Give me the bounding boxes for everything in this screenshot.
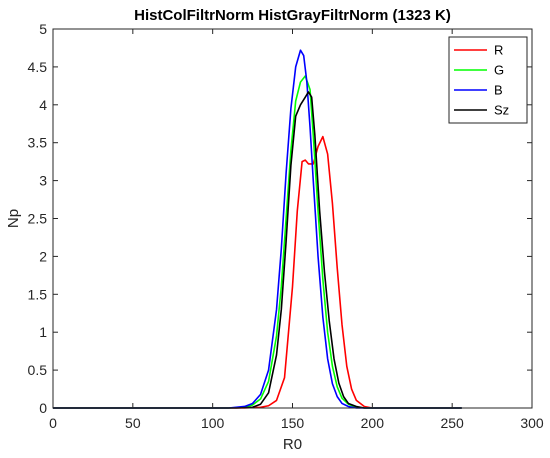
x-tick-label: 50 xyxy=(125,415,141,431)
x-tick-label: 300 xyxy=(520,415,544,431)
legend-label-sz: Sz xyxy=(494,103,509,118)
x-tick-label: 100 xyxy=(201,415,225,431)
series-layer xyxy=(53,49,462,409)
y-tick-label: 4 xyxy=(39,97,47,113)
legend: RGB Sz xyxy=(448,36,528,124)
x-tick-label: 200 xyxy=(361,415,385,431)
chart-title: HistColFiltrNorm HistGrayFiltrNorm (1323… xyxy=(134,7,451,24)
y-tick-label: 1 xyxy=(39,324,47,340)
y-tick-label: 3.5 xyxy=(28,135,48,151)
y-tick-label: 0.5 xyxy=(28,362,48,378)
legend-box xyxy=(448,36,528,124)
x-tick-label: 150 xyxy=(281,415,305,431)
legend-label-b: B xyxy=(494,83,503,98)
legend-label-r: R xyxy=(494,43,503,58)
y-tick-label: 0 xyxy=(39,400,47,416)
y-tick-label: 2 xyxy=(39,248,47,264)
x-axis-label: R0 xyxy=(283,436,302,453)
y-tick-label: 4.5 xyxy=(28,59,48,75)
y-tick-label: 2.5 xyxy=(28,211,48,227)
y-tick-label: 3 xyxy=(39,173,47,189)
x-tick-label: 0 xyxy=(49,415,57,431)
series-line-sz xyxy=(53,91,462,409)
legend-label-g: G xyxy=(494,63,504,78)
x-tick-label: 250 xyxy=(440,415,464,431)
y-tick-label: 5 xyxy=(39,21,47,37)
series-line-b xyxy=(53,49,462,409)
y-axis-label: Np xyxy=(5,209,22,228)
y-tick-label: 1.5 xyxy=(28,286,48,302)
axes-layer: 0 50 100 150 200 250 300 0 0.5 1 1.5 2 2.5 3 3.5 4 4.5 5 xyxy=(28,21,544,431)
